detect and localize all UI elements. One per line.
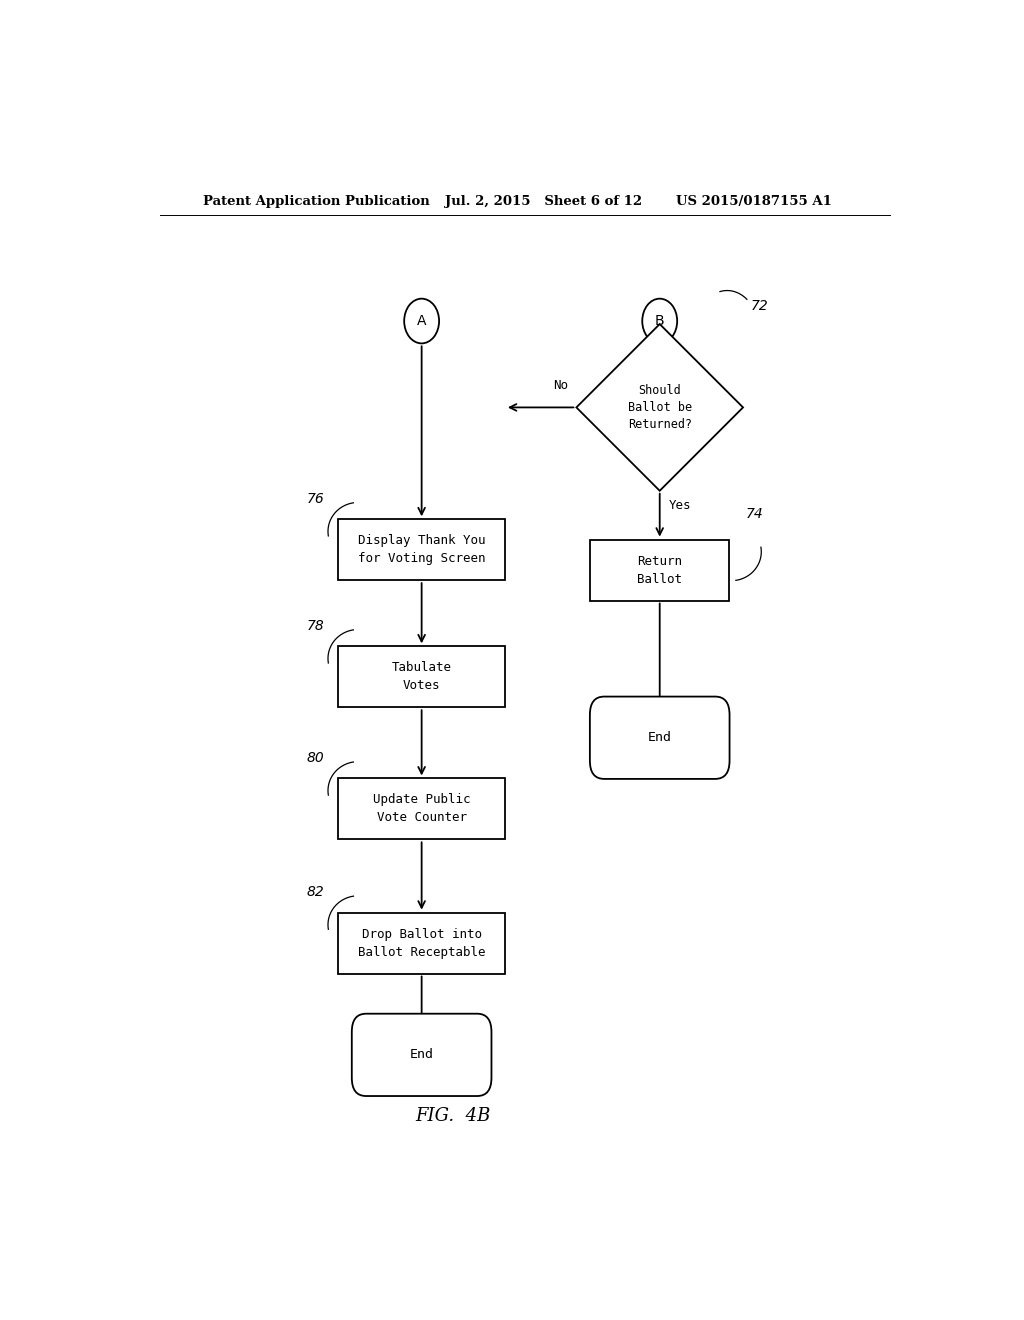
Text: 78: 78 (306, 619, 325, 634)
Bar (338, 912, 505, 974)
Bar (338, 519, 505, 581)
Text: Yes: Yes (670, 499, 692, 512)
Text: Drop Ballot into
Ballot Receptable: Drop Ballot into Ballot Receptable (357, 928, 485, 958)
Text: Tabulate
Votes: Tabulate Votes (391, 661, 452, 692)
Bar (338, 779, 505, 840)
Text: 82: 82 (306, 886, 325, 899)
Text: Update Public
Vote Counter: Update Public Vote Counter (373, 793, 470, 825)
Text: 80: 80 (306, 751, 325, 766)
Text: 74: 74 (745, 507, 763, 521)
Bar (338, 647, 505, 708)
FancyBboxPatch shape (590, 697, 729, 779)
FancyBboxPatch shape (352, 1014, 492, 1096)
Text: FIG.  4B: FIG. 4B (416, 1107, 492, 1125)
Text: 72: 72 (751, 298, 769, 313)
Text: Display Thank You
for Voting Screen: Display Thank You for Voting Screen (357, 535, 485, 565)
Text: End: End (648, 731, 672, 744)
Polygon shape (577, 325, 743, 491)
Text: No: No (553, 379, 568, 392)
Text: 76: 76 (306, 492, 325, 506)
Bar (590, 540, 729, 601)
Text: End: End (410, 1048, 433, 1061)
Text: Should
Ballot be
Returned?: Should Ballot be Returned? (628, 384, 692, 430)
Text: B: B (655, 314, 665, 329)
Text: A: A (417, 314, 426, 329)
Text: Patent Application Publication: Patent Application Publication (204, 194, 430, 207)
Text: Return
Ballot: Return Ballot (637, 554, 682, 586)
Text: US 2015/0187155 A1: US 2015/0187155 A1 (676, 194, 831, 207)
Text: Jul. 2, 2015   Sheet 6 of 12: Jul. 2, 2015 Sheet 6 of 12 (445, 194, 643, 207)
